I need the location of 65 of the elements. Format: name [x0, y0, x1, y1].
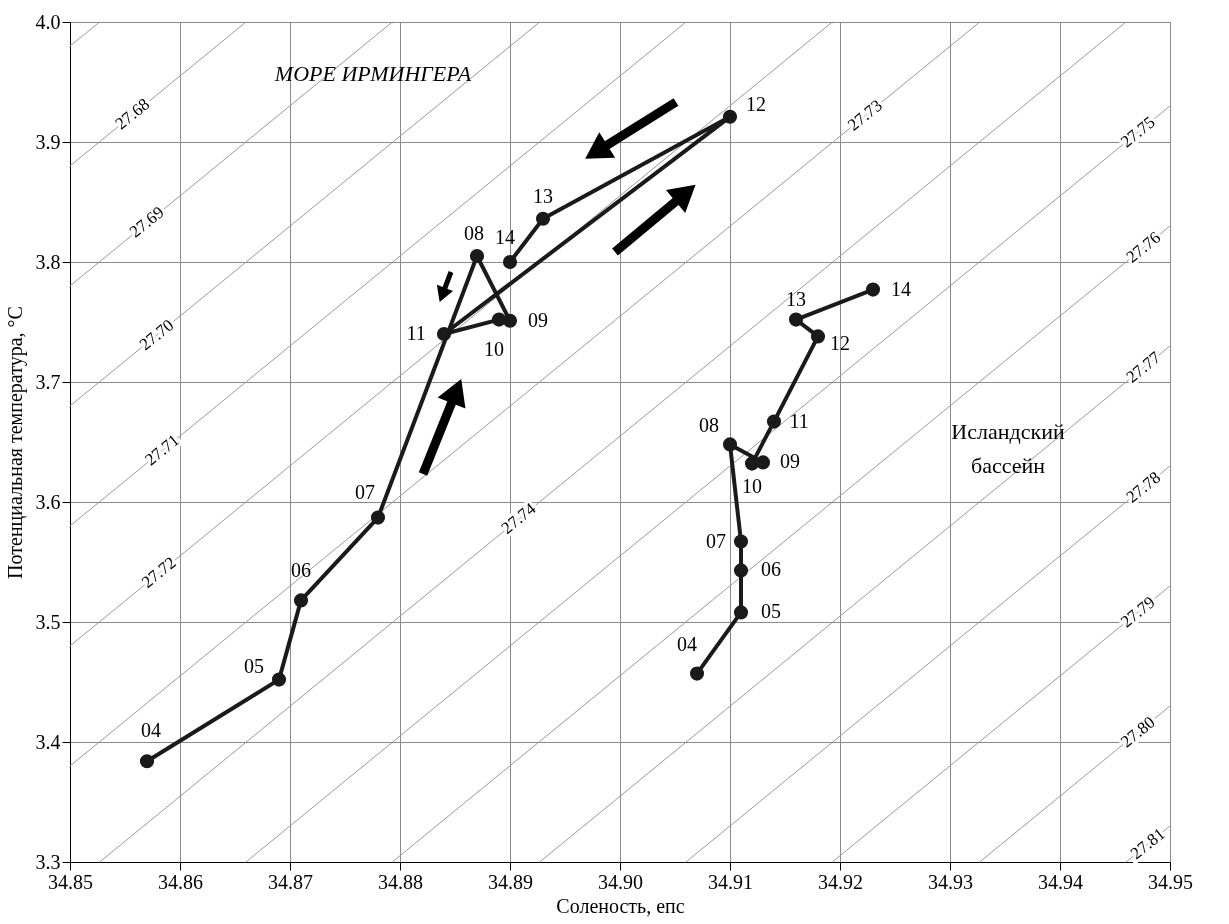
annotation: 07: [706, 529, 726, 552]
point: [293, 593, 309, 608]
x-tick-label: 34.88: [378, 870, 423, 893]
x-tick-label: 34.95: [1148, 870, 1193, 893]
point: [865, 282, 881, 297]
annotation: 09: [780, 450, 800, 473]
annotation: 04: [141, 719, 161, 742]
point: [491, 312, 507, 327]
annotation: 05: [244, 654, 264, 677]
x-tick-label: 34.90: [598, 870, 643, 893]
annotation: 12: [830, 332, 850, 355]
point: [370, 510, 386, 525]
x-tick-label: 34.87: [268, 870, 313, 893]
annotation: 08: [464, 222, 484, 244]
x-tick-label: 34.89: [488, 870, 533, 893]
annotation: 11: [789, 409, 809, 432]
annotation: 08: [699, 414, 719, 437]
point: [469, 248, 485, 264]
point: [733, 605, 749, 620]
y-axis-title: Потенциальная температура, °C: [3, 306, 27, 579]
point: [788, 312, 804, 327]
point: [733, 563, 749, 578]
annotation: 10: [484, 337, 504, 360]
point: [744, 456, 760, 471]
y-tick-label: 3.9: [35, 130, 61, 153]
x-tick-label: 34.85: [48, 870, 93, 893]
annotation: МОРЕ ИРМИНГЕРА: [273, 61, 472, 86]
x-tick-label: 34.91: [708, 870, 753, 893]
annotation: 13: [786, 287, 806, 310]
annotation: 07: [355, 480, 375, 503]
annotation: 09: [528, 308, 548, 331]
point: [271, 672, 287, 687]
point: [139, 754, 155, 769]
annotation: 11: [406, 322, 426, 344]
y-tick-label: 3.3: [35, 850, 61, 873]
x-tick-label: 34.92: [818, 870, 863, 893]
point: [766, 414, 782, 429]
point: [436, 326, 452, 342]
y-tick-label: 4.0: [35, 10, 61, 33]
x-tick-label: 34.93: [928, 870, 973, 893]
x-axis-title: Соленость, епс: [556, 894, 685, 917]
x-tick-label: 34.86: [158, 870, 203, 893]
point: [733, 534, 749, 549]
annotation: 14: [891, 277, 911, 300]
annotation: Исландский бассейн: [951, 419, 1065, 478]
y-tick-label: 3.6: [35, 490, 61, 513]
y-tick-label: 3.4: [35, 730, 61, 753]
point: [502, 254, 518, 270]
point: [722, 437, 738, 452]
annotation: 04: [677, 632, 697, 655]
annotation: 05: [761, 600, 781, 623]
y-tick-label: 3.5: [35, 610, 61, 633]
annotation: 06: [291, 559, 311, 582]
annotation: 14: [495, 226, 515, 248]
x-tick-label: 34.94: [1038, 870, 1083, 893]
annotation: 06: [761, 558, 781, 581]
point: [722, 109, 738, 124]
y-tick-label: 3.8: [35, 250, 61, 273]
point: [689, 666, 705, 681]
point: [810, 329, 826, 344]
point: [535, 211, 551, 226]
y-tick-label: 3.7: [35, 370, 61, 393]
annotation: 12: [746, 92, 766, 115]
annotation: 13: [533, 184, 553, 207]
annotation: 10: [742, 474, 762, 497]
